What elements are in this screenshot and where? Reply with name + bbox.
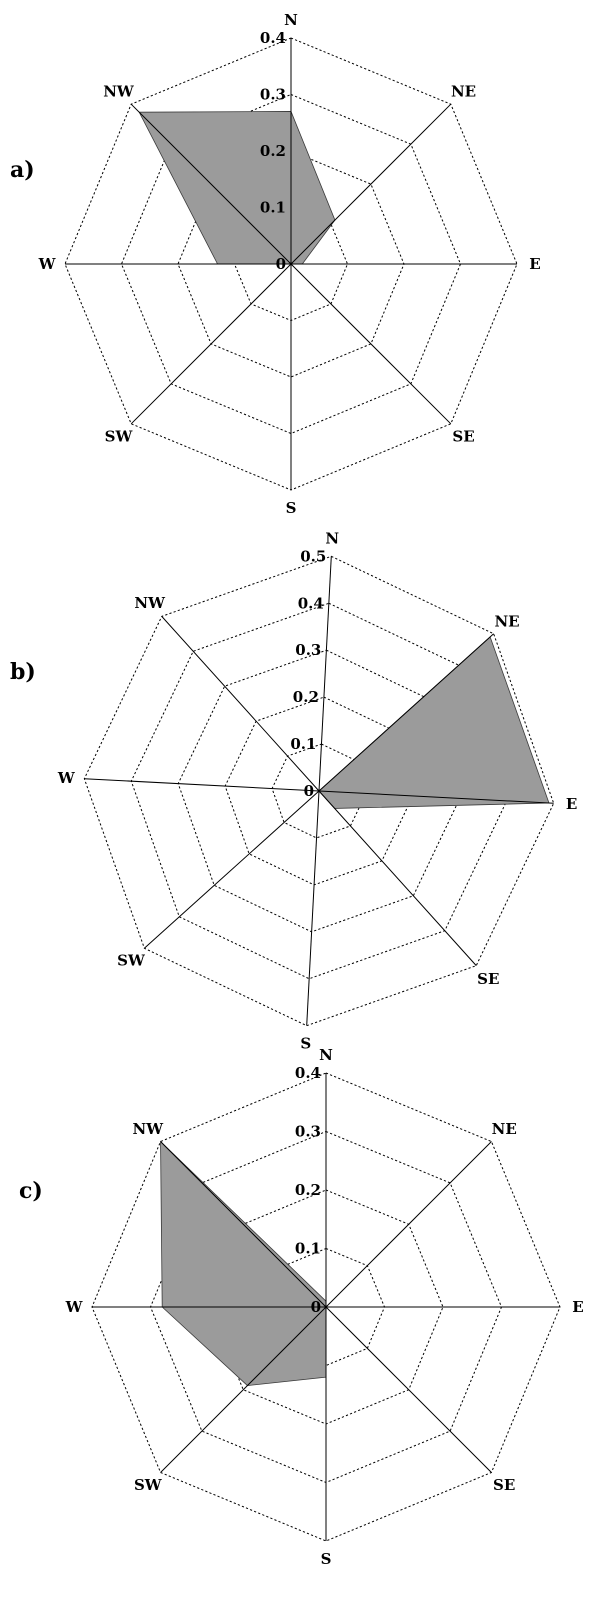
r-tick-label: 0.3 — [260, 86, 286, 104]
direction-label-ne: NE — [492, 1120, 517, 1138]
grid-ring — [130, 602, 508, 980]
direction-label-e: E — [572, 1298, 583, 1316]
r-tick-label: 0.4 — [260, 29, 286, 47]
axis-se — [318, 790, 477, 966]
panel-label-a: a) — [10, 157, 35, 183]
direction-label-nw: NW — [133, 1120, 165, 1138]
axis-n — [318, 556, 332, 792]
axis-nw — [130, 103, 292, 265]
r-tick-label: 0.4 — [298, 594, 324, 612]
grid-ring — [91, 1072, 561, 1542]
r-tick-label: 0.3 — [295, 641, 321, 659]
direction-label-s: S — [300, 1035, 311, 1053]
direction-label-w: W — [38, 255, 57, 273]
direction-label-n: N — [325, 529, 339, 547]
axis-e — [318, 790, 554, 804]
grid-ring — [120, 93, 462, 435]
axis-w — [84, 778, 320, 792]
panel-label-c: c) — [19, 1178, 43, 1204]
direction-label-s: S — [286, 499, 297, 517]
axis-nw — [160, 1141, 327, 1308]
r-tick-label: 0.1 — [260, 199, 286, 217]
wind-rose-panel-2: N NE E SE S SW W NW 0 0.1 0.2 0.3 0.4 0.5 — [57, 529, 577, 1052]
direction-label-e: E — [566, 795, 577, 813]
axis-se — [325, 1306, 492, 1473]
direction-label-w: W — [57, 769, 76, 787]
r-tick-label: 0.2 — [293, 688, 319, 706]
axis-s — [306, 790, 320, 1026]
direction-label-ne: NE — [451, 82, 476, 100]
r-tick-label: 0 — [276, 255, 286, 273]
data-area — [318, 636, 550, 809]
direction-label-ne: NE — [494, 613, 519, 631]
direction-label-sw: SW — [105, 428, 134, 446]
axis-sw — [144, 790, 320, 949]
r-tick-label: 0.3 — [295, 1123, 321, 1141]
direction-label-se: SE — [493, 1476, 515, 1494]
r-tick-label: 0.4 — [295, 1064, 321, 1082]
r-tick-label: 0.2 — [295, 1181, 321, 1199]
r-tick-label: 0.2 — [260, 142, 286, 160]
wind-rose-panel-3: N NE E SE S SW W NW 0 0.1 0.2 0.3 0.4 — [65, 1046, 584, 1568]
direction-label-n: N — [284, 11, 298, 29]
direction-label-se: SE — [452, 428, 474, 446]
direction-label-s: S — [321, 1550, 332, 1568]
direction-label-w: W — [65, 1298, 84, 1316]
direction-label-nw: NW — [103, 82, 135, 100]
axis-ne — [325, 1141, 492, 1308]
axis-sw — [130, 263, 292, 425]
r-tick-label: 0.5 — [300, 547, 326, 565]
r-tick-label: 0.1 — [295, 1240, 321, 1258]
r-tick-label: 0 — [304, 782, 314, 800]
direction-label-sw: SW — [134, 1476, 163, 1494]
axis-ne — [290, 103, 452, 265]
direction-label-nw: NW — [134, 594, 166, 612]
r-tick-label: 0.1 — [290, 735, 316, 753]
axis-se — [290, 263, 452, 425]
direction-label-se: SE — [477, 970, 499, 988]
panel-label-b: b) — [10, 659, 36, 685]
direction-label-n: N — [319, 1046, 333, 1064]
axis-nw — [161, 616, 320, 792]
axis-sw — [160, 1306, 327, 1473]
r-tick-label: 0 — [311, 1298, 321, 1316]
data-area — [160, 1140, 327, 1387]
axis-ne — [318, 633, 494, 792]
data-area — [138, 111, 336, 265]
direction-label-sw: SW — [117, 951, 146, 969]
wind-rose-panel-1: N NE E SE S SW W NW 0 0.1 0.2 0.3 0.4 — [38, 11, 541, 517]
direction-label-e: E — [529, 255, 540, 273]
